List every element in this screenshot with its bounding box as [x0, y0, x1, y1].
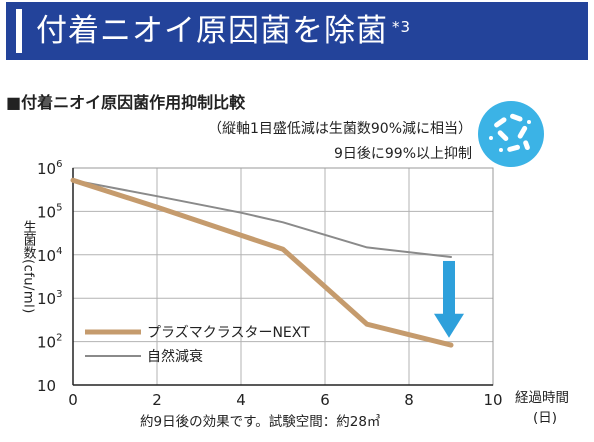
y-axis-label: 生菌数 (cfu/ml): [18, 220, 38, 314]
x-axis-label-main: 経過時間: [515, 390, 569, 406]
y-tick-label: 104: [37, 246, 62, 265]
y-tick-label: 106: [37, 159, 62, 178]
banner-stripe: [16, 9, 22, 53]
y-tick-label: 105: [37, 202, 62, 221]
arrow-shaft: [443, 260, 455, 316]
series-line-plasmacluster: [70, 177, 454, 348]
arrow-head: [434, 313, 464, 338]
x-tick-label: 4: [236, 391, 246, 409]
footnote-mark: *3: [392, 18, 412, 36]
bacteria-icon: [478, 101, 544, 167]
series-line-natural: [72, 179, 452, 258]
axes: [72, 167, 494, 386]
x-axis-label: 経過時間 (日): [515, 388, 569, 428]
legend-label: プラズマクラスターNEXT: [147, 325, 310, 341]
tick-labels: 0 2 4 6 8 10 106 105 104 103 102 10: [37, 159, 503, 409]
note-result: 9日後に99%以上抑制: [333, 146, 472, 162]
legend-label: 自然減衰: [147, 348, 203, 365]
reduction-arrow: [434, 260, 464, 338]
legend: プラズマクラスターNEXT 自然減衰: [85, 325, 310, 365]
y-tick-label: 102: [37, 333, 62, 352]
note-scale: （縦軸1目盛低減は生菌数90%減に相当）: [207, 121, 472, 137]
x-axis-label-unit: (日): [533, 410, 558, 426]
x-tick-label: 6: [320, 391, 330, 409]
banner-title: 付着ニオイ原因菌を除菌 *3: [36, 13, 412, 49]
y-tick-label: 103: [37, 289, 62, 308]
chart-subheading: ■付着ニオイ原因菌作用抑制比較: [6, 93, 246, 112]
x-tick-label: 2: [152, 391, 162, 409]
y-axis-label-main: 生菌数: [20, 220, 36, 259]
x-tick-label: 10: [483, 391, 502, 409]
x-tick-label: 0: [68, 391, 78, 409]
series: [70, 177, 454, 348]
chart-caption: 約9日後の効果です。試験空間：約28㎥: [140, 414, 381, 430]
x-tick-label: 8: [404, 391, 414, 409]
title-banner: 付着ニオイ原因菌を除菌 *3: [6, 2, 588, 60]
y-tick-label: 10: [37, 377, 56, 395]
y-axis-label-unit: (cfu/ml): [20, 259, 36, 314]
